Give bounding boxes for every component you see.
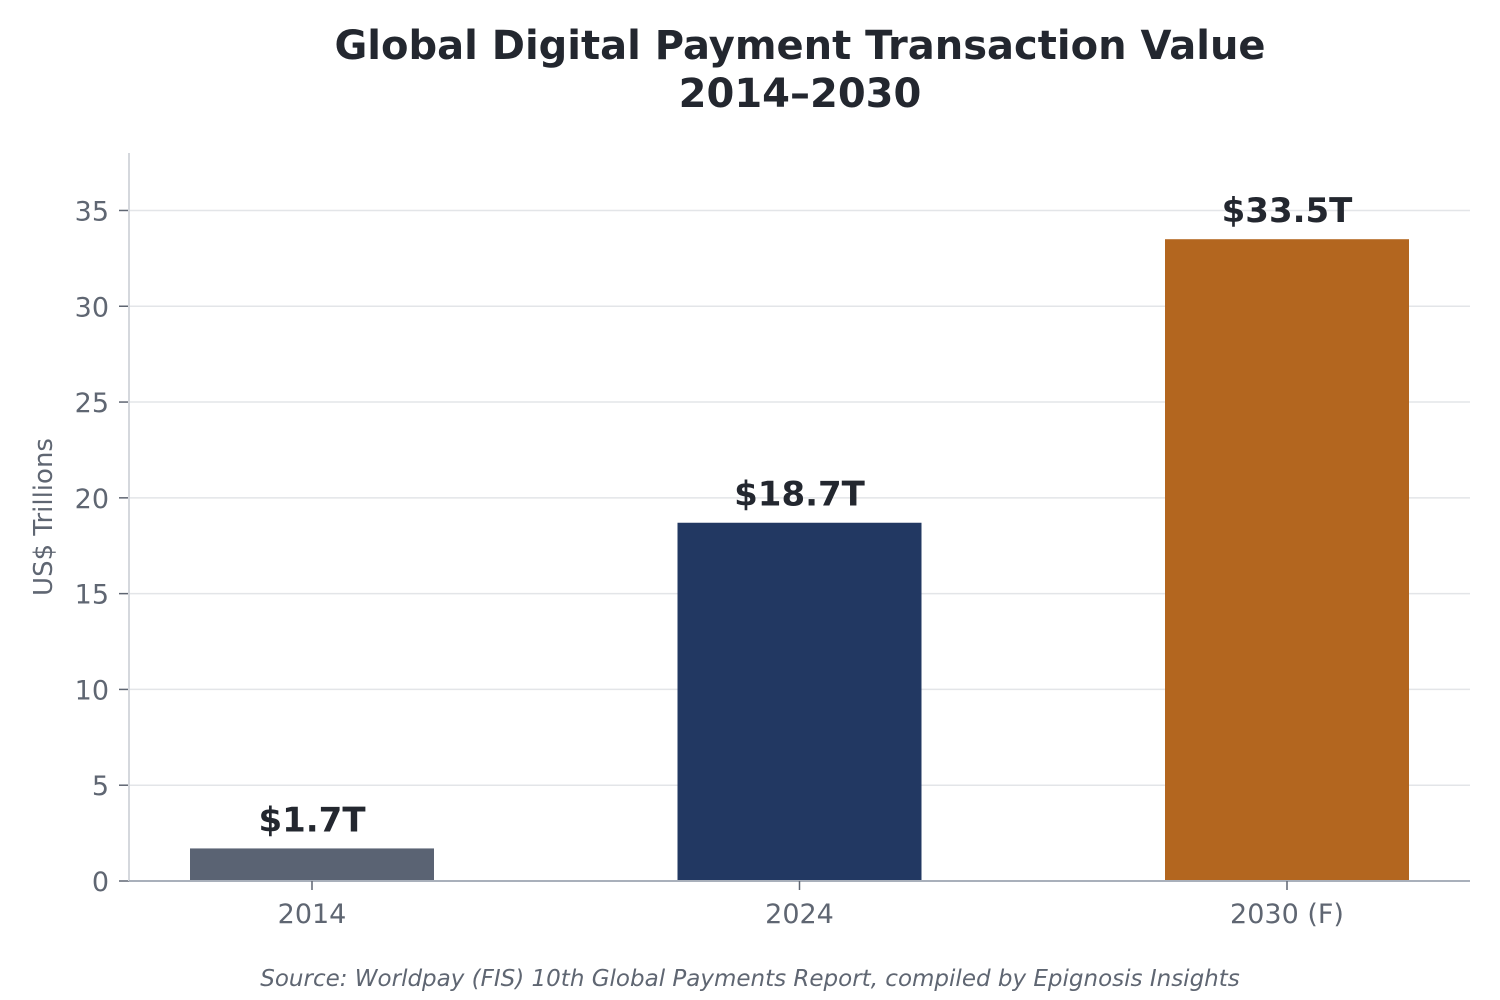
y-tick-label: 30 bbox=[75, 292, 109, 323]
bar-2024 bbox=[677, 522, 922, 881]
value-label: $33.5T bbox=[1222, 191, 1354, 231]
bar-2014 bbox=[190, 848, 434, 881]
y-tick-label: 25 bbox=[75, 388, 109, 419]
axes: 0 5 10 15 20 25 30 35 2014 2024 2030 (F) bbox=[75, 153, 1470, 930]
y-axis-label: US$ Trillions bbox=[29, 438, 59, 596]
source-note: Source: Worldpay (FIS) 10th Global Payme… bbox=[260, 966, 1240, 992]
x-tick-label: 2030 (F) bbox=[1230, 899, 1344, 930]
value-labels: $1.7T $18.7T $33.5T bbox=[258, 191, 1353, 840]
value-label: $1.7T bbox=[258, 800, 366, 840]
y-tick-label: 35 bbox=[75, 196, 109, 227]
y-tick-label: 15 bbox=[75, 580, 109, 611]
chart-title-line-2: 2014–2030 bbox=[678, 71, 922, 117]
bar-2030-f bbox=[1165, 239, 1409, 882]
bars bbox=[190, 239, 1409, 882]
y-tick-label: 5 bbox=[92, 771, 109, 802]
y-tick-label: 20 bbox=[75, 484, 109, 515]
y-tick-label: 10 bbox=[75, 675, 109, 706]
chart-title: Global Digital Payment Transaction Value… bbox=[50, 22, 1500, 118]
value-label: $18.7T bbox=[734, 475, 866, 515]
x-tick-label: 2024 bbox=[765, 899, 834, 930]
y-tick-label: 0 bbox=[92, 867, 109, 898]
chart-title-line-1: Global Digital Payment Transaction Value bbox=[334, 23, 1266, 69]
x-tick-label: 2014 bbox=[278, 899, 347, 930]
